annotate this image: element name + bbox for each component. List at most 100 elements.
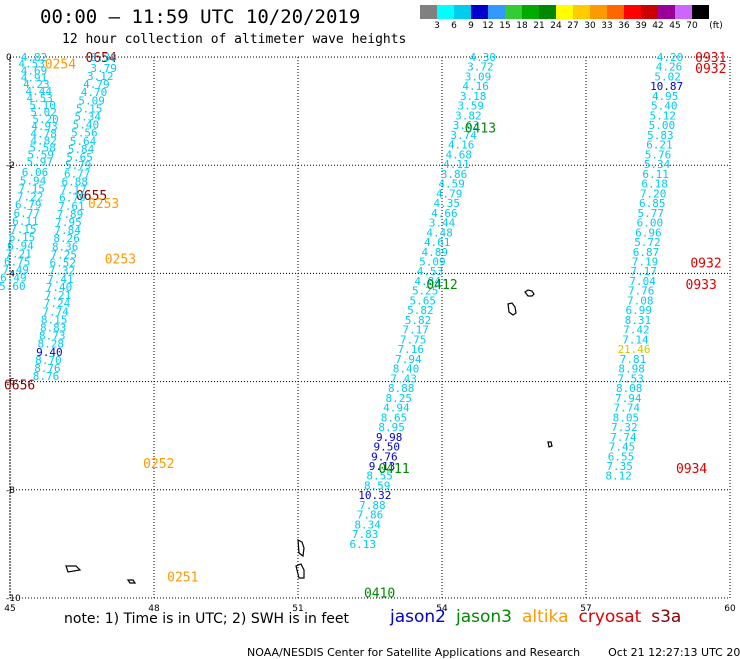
swh-value: 8.31 <box>625 314 652 327</box>
lon-tick-label: 60 <box>724 604 736 614</box>
scale-cell <box>641 5 658 19</box>
lat-tick-label: -8 <box>6 486 15 496</box>
swh-value: 5.02 <box>30 106 57 119</box>
lat-tick-label: -4 <box>6 269 15 279</box>
color-scale-cells <box>420 5 709 19</box>
swh-value: 4.94 <box>383 402 410 415</box>
swh-value: 7.74 <box>614 402 641 415</box>
swh-value: 8.73 <box>39 330 66 343</box>
island-outline <box>507 302 517 316</box>
swh-value: 5.56 <box>71 127 98 140</box>
swh-value: 4.91 <box>21 72 48 85</box>
lon-tick-label: 45 <box>4 604 15 614</box>
swh-value: 5.15 <box>76 102 103 115</box>
island-outline <box>524 289 535 297</box>
legend-cryosat: cryosat <box>578 607 642 627</box>
swh-value: 7.84 <box>54 224 81 237</box>
pass-time-label: 0410 <box>364 587 395 602</box>
island-outline <box>547 441 553 448</box>
swh-value: 6.88 <box>62 175 89 188</box>
swh-value: 7.35 <box>606 460 633 473</box>
swh-value: 6.99 <box>626 304 653 317</box>
swh-value: 8.28 <box>38 338 65 351</box>
island-outline <box>295 563 305 579</box>
swh-value: 4.95 <box>652 90 679 103</box>
satellite-legend: jason2 jason3 altika cryosat s3a <box>390 607 691 627</box>
scale-label: 30 <box>584 21 596 31</box>
swh-value: 4.26 <box>656 61 683 74</box>
scale-label: 18 <box>516 21 528 31</box>
swh-value: 7.49 <box>3 264 30 277</box>
swh-value: 7.17 <box>402 324 429 337</box>
swh-value: 8.83 <box>40 322 67 335</box>
scale-cell <box>590 5 607 19</box>
swh-value: 8.25 <box>386 392 413 405</box>
swh-value: 6.13 <box>350 538 377 551</box>
pass-time-label: 0253 <box>88 197 119 212</box>
scale-cell <box>675 5 692 19</box>
scale-cell <box>624 5 641 19</box>
lon-tick-label: 51 <box>292 604 303 614</box>
swh-value: 7.74 <box>42 305 69 318</box>
swh-value: 9.40 <box>36 346 63 359</box>
swh-value: 4.53 <box>417 265 444 278</box>
swh-value: 21.46 <box>617 343 650 356</box>
swh-value: 3.74 <box>450 129 477 142</box>
swh-value: 3.39 <box>90 51 117 64</box>
lon-tick-label: 48 <box>148 604 160 614</box>
swh-value: 7.15 <box>18 182 45 195</box>
swh-value: 8.88 <box>388 382 415 395</box>
swh-value: 4.61 <box>424 236 451 249</box>
scale-label: 6 <box>451 21 457 31</box>
swh-value: 7.17 <box>630 265 657 278</box>
scale-label: 24 <box>550 21 562 31</box>
swh-value: 6.21 <box>646 139 673 152</box>
map-subtitle: 12 hour collection of altimeter wave hei… <box>62 32 407 47</box>
pass-time-label: 0412 <box>426 278 457 293</box>
swh-value: 6.00 <box>637 217 664 230</box>
pass-time-label: 0413 <box>465 121 496 136</box>
wave-height-color-scale: 3 6 9 12 15 18 21 24 27 30 33 36 39 42 45 70 (ft) <box>420 5 723 33</box>
swh-value: 7.75 <box>400 333 427 346</box>
pass-time-label: 0934 <box>676 462 707 477</box>
scale-cell <box>539 5 556 19</box>
swh-value: 5.20 <box>32 113 59 126</box>
swh-value: 5.40 <box>73 119 100 132</box>
scale-label: 15 <box>499 21 511 31</box>
scale-label: 33 <box>601 21 613 31</box>
pass-time-label: 0411 <box>378 462 409 477</box>
swh-value: 7.41 <box>47 273 74 286</box>
swh-value: 8.08 <box>616 382 643 395</box>
swh-value: 8.59 <box>364 479 391 492</box>
swh-value: 7.43 <box>390 372 417 385</box>
swh-value: 4.44 <box>26 85 53 98</box>
swh-value: 4.70 <box>81 86 108 99</box>
swh-value: 8.12 <box>605 470 632 483</box>
pass-time-label: 0251 <box>167 570 198 585</box>
scale-unit: (ft) <box>709 21 723 31</box>
swh-value: 10.87 <box>650 80 683 93</box>
swh-value: 5.97 <box>27 155 54 168</box>
swh-value: 5.84 <box>68 143 95 156</box>
scale-label: 27 <box>567 21 579 31</box>
swh-value: 7.17 <box>60 184 87 197</box>
swh-value: 8.05 <box>613 411 640 424</box>
pass-time-label: 0656 <box>4 378 35 393</box>
swh-value: 3.44 <box>429 217 456 230</box>
swh-value: 8.65 <box>381 411 408 424</box>
swh-value: 4.16 <box>448 139 475 152</box>
scale-label: 42 <box>652 21 664 31</box>
swh-value: 5.59 <box>27 148 54 161</box>
swh-value: 7.14 <box>622 333 649 346</box>
swh-value: 6.77 <box>14 207 41 220</box>
swh-value: 3.09 <box>465 70 492 83</box>
swh-value: 4.79 <box>436 187 463 200</box>
swh-value: 7.94 <box>395 353 422 366</box>
swh-value: 4.66 <box>431 207 458 220</box>
swh-value: 9.76 <box>371 450 398 463</box>
swh-value: 8.98 <box>618 363 645 376</box>
swh-value: 5.94 <box>20 174 47 187</box>
swh-value: 4.11 <box>443 158 470 171</box>
swh-value: 7.32 <box>611 421 638 434</box>
swh-value: 7.15 <box>10 223 37 236</box>
